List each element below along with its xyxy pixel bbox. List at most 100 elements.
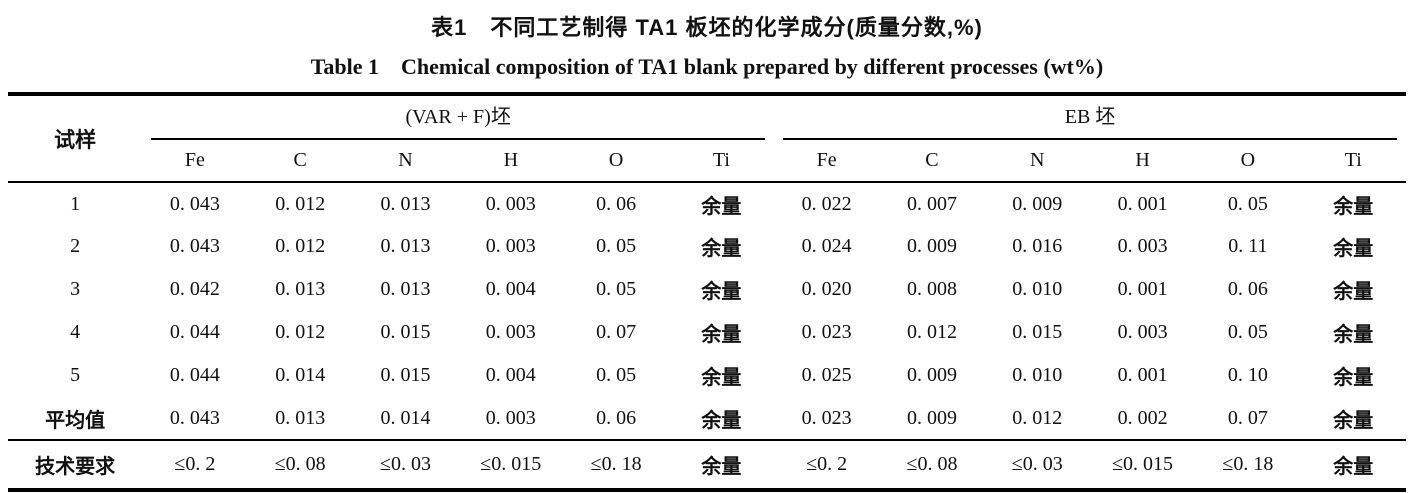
value-cell: 0. 010 [1012, 364, 1063, 386]
group-header-eb-label: EB 坯 [783, 96, 1397, 140]
table-row: 2 0. 043 0. 012 0. 013 0. 003 0. 05 余量 0… [8, 225, 1406, 268]
element-header-cell: H [458, 140, 564, 183]
value-cell: 0. 001 [1117, 192, 1168, 215]
value-cell: ≤0. 18 [1195, 439, 1301, 490]
value-cell: 0. 012 [275, 321, 326, 343]
value-cell: 0. 024 [801, 235, 852, 257]
element-header-cell: H [1089, 140, 1196, 183]
value-cell: ≤0. 03 [984, 439, 1090, 490]
value-cell: 0. 003 [485, 406, 536, 429]
value-cell: 0. 010 [1012, 278, 1063, 300]
balance-cell: 余量 [1333, 238, 1374, 260]
value-cell: 0. 05 [1227, 321, 1268, 343]
value-cell: 0. 06 [596, 406, 637, 429]
balance-cell: 余量 [1333, 367, 1374, 389]
value-cell: 0. 10 [1227, 364, 1268, 386]
value-cell: 0. 013 [380, 278, 431, 300]
balance-cell: 余量 [701, 324, 742, 346]
value-cell: 0. 044 [169, 321, 220, 343]
value-cell: 0. 022 [801, 192, 852, 215]
value-cell: 0. 06 [596, 192, 637, 215]
value-cell: 0. 025 [801, 364, 852, 386]
element-header-cell: Fe [142, 140, 248, 183]
composition-table: 试样 (VAR + F)坯 EB 坯 Fe C N H O Ti Fe C N … [8, 92, 1406, 492]
value-cell: 0. 015 [380, 364, 431, 386]
value-cell: 0. 06 [1227, 278, 1268, 300]
value-cell: 0. 009 [906, 235, 957, 257]
group-header-row: 试样 (VAR + F)坯 EB 坯 [8, 94, 1406, 183]
balance-cell: 余量 [701, 409, 742, 432]
value-cell: 0. 001 [1117, 364, 1168, 386]
value-cell: 0. 012 [275, 235, 326, 257]
value-cell: 0. 016 [1012, 235, 1063, 257]
value-cell: 0. 043 [169, 192, 220, 215]
value-cell: 0. 020 [801, 278, 852, 300]
balance-cell: 余量 [1333, 324, 1374, 346]
value-cell: 0. 009 [1012, 192, 1063, 215]
value-cell: 0. 002 [1117, 406, 1168, 429]
balance-cell: 余量 [1333, 281, 1374, 303]
table-caption-zh: 表1 不同工艺制得 TA1 板坯的化学成分(质量分数,%) [431, 15, 983, 40]
value-cell: 0. 05 [596, 364, 637, 386]
element-header-cell: Fe [774, 140, 880, 183]
value-cell: 0. 014 [275, 364, 326, 386]
table-row: 3 0. 042 0. 013 0. 013 0. 004 0. 05 余量 0… [8, 268, 1406, 311]
table-row: 1 0. 043 0. 012 0. 013 0. 003 0. 06 余量 0… [8, 182, 1406, 225]
value-cell: 0. 013 [275, 406, 326, 429]
value-cell: ≤0. 2 [142, 439, 248, 490]
balance-cell: 余量 [701, 195, 742, 218]
value-cell: 0. 012 [275, 192, 326, 215]
value-cell: 0. 042 [169, 278, 220, 300]
element-header-cell: C [247, 140, 353, 183]
value-cell: ≤0. 2 [774, 439, 880, 490]
value-cell: 0. 023 [801, 321, 852, 343]
table-row: 5 0. 044 0. 014 0. 015 0. 004 0. 05 余量 0… [8, 354, 1406, 397]
group-header-eb: EB 坯 [774, 94, 1406, 140]
group-header-varf: (VAR + F)坯 [142, 94, 774, 140]
value-cell: 0. 05 [596, 278, 637, 300]
value-cell: 0. 013 [380, 235, 431, 257]
value-cell: ≤0. 015 [458, 439, 564, 490]
value-cell: ≤0. 03 [352, 439, 459, 490]
balance-cell: 余量 [1333, 409, 1374, 432]
value-cell: 0. 043 [169, 406, 220, 429]
value-cell: 0. 014 [380, 406, 431, 429]
balance-cell: 余量 [1333, 195, 1374, 218]
value-cell: 0. 05 [596, 235, 637, 257]
balance-cell: 余量 [668, 439, 775, 490]
sample-cell: 技术要求 [8, 439, 143, 490]
value-cell: 0. 003 [1117, 321, 1168, 343]
table-row-spec: 技术要求 ≤0. 2 ≤0. 08 ≤0. 03 ≤0. 015 ≤0. 18 … [8, 439, 1406, 490]
value-cell: ≤0. 18 [563, 439, 669, 490]
sample-cell: 3 [70, 278, 81, 300]
balance-cell: 余量 [701, 238, 742, 260]
value-cell: 0. 003 [485, 192, 536, 215]
element-header-cell: N [352, 140, 459, 183]
value-cell: 0. 012 [1012, 406, 1063, 429]
element-header-row: Fe C N H O Ti Fe C N H O Ti [8, 140, 1406, 183]
value-cell: 0. 07 [1227, 406, 1268, 429]
sample-cell: 平均值 [45, 409, 106, 432]
element-header-cell: O [563, 140, 669, 183]
element-header-cell: C [879, 140, 985, 183]
value-cell: 0. 004 [485, 278, 536, 300]
value-cell: 0. 015 [380, 321, 431, 343]
value-cell: 0. 012 [906, 321, 957, 343]
value-cell: 0. 05 [1227, 192, 1268, 215]
table-row-average: 平均值 0. 043 0. 013 0. 014 0. 003 0. 06 余量… [8, 397, 1406, 440]
element-header-cell: N [984, 140, 1090, 183]
element-header-cell: O [1195, 140, 1301, 183]
value-cell: 0. 013 [380, 192, 431, 215]
balance-cell: 余量 [1300, 439, 1406, 490]
value-cell: 0. 07 [596, 321, 637, 343]
value-cell: 0. 007 [906, 192, 957, 215]
group-header-varf-label: (VAR + F)坯 [151, 96, 766, 140]
value-cell: 0. 004 [485, 364, 536, 386]
value-cell: 0. 043 [169, 235, 220, 257]
sample-cell: 1 [70, 192, 81, 215]
value-cell: ≤0. 08 [879, 439, 985, 490]
balance-cell: 余量 [701, 281, 742, 303]
value-cell: ≤0. 08 [247, 439, 353, 490]
value-cell: ≤0. 015 [1089, 439, 1196, 490]
